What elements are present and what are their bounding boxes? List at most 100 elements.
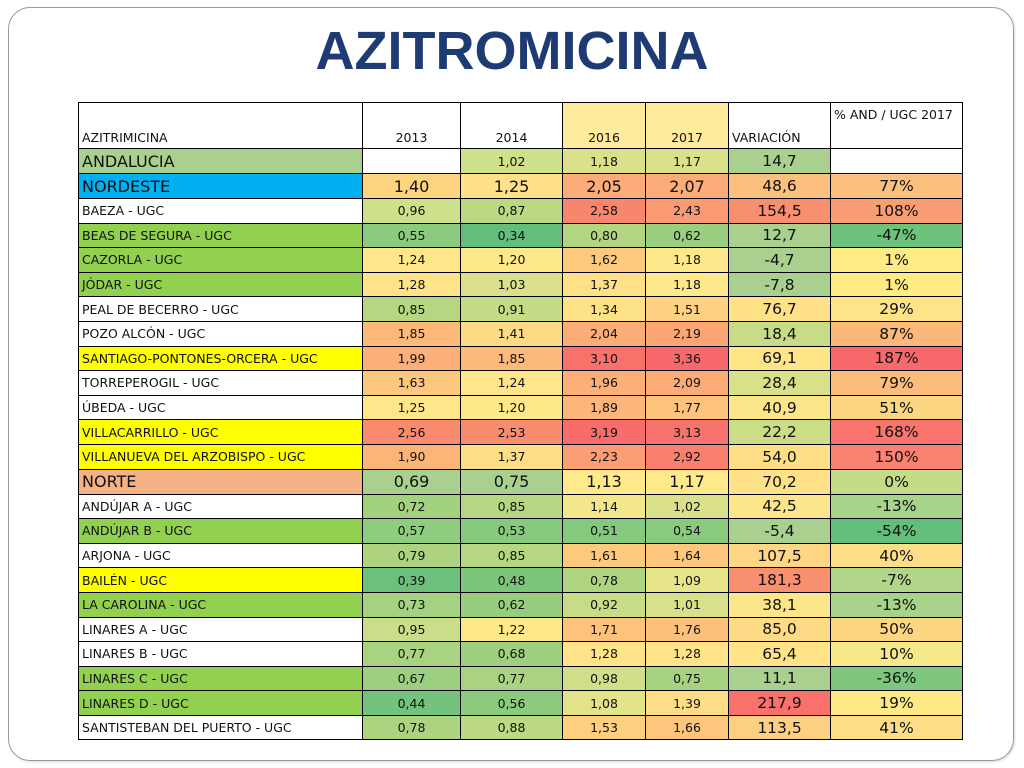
row-label: VILLACARRILLO - UGC <box>78 419 363 445</box>
slide-frame <box>8 7 1014 761</box>
table-row: BAILÉN - UGC 0,39 0,48 0,78 1,09 181,3 -7% <box>78 567 963 593</box>
cell-pct: 77% <box>830 173 963 199</box>
row-label: BAEZA - UGC <box>78 198 363 224</box>
cell-var: -4,7 <box>728 247 831 273</box>
row-label: LINARES B - UGC <box>78 641 363 667</box>
row-label: CAZORLA - UGC <box>78 247 363 273</box>
cell-y2017: 1,66 <box>645 714 729 741</box>
cell-y2016: 0,92 <box>562 591 646 618</box>
cell-y2016: 1,37 <box>562 271 646 298</box>
cell-pct: 0% <box>830 468 963 495</box>
table-row: CAZORLA - UGC 1,24 1,20 1,62 1,18 -4,7 1% <box>78 247 963 273</box>
header-2016: 2016 <box>562 102 646 149</box>
cell-var: 107,5 <box>728 542 831 569</box>
cell-pct: -47% <box>830 222 963 249</box>
header-pct: % AND / UGC 2017 <box>830 102 963 149</box>
cell-y2016: 2,23 <box>562 443 646 470</box>
cell-y2016: 1,89 <box>562 394 646 421</box>
cell-var: 76,7 <box>728 296 831 322</box>
region-row: NORDESTE 1,40 1,25 2,05 2,07 48,6 77% <box>78 173 963 199</box>
table-row: JÓDAR - UGC 1,28 1,03 1,37 1,18 -7,8 1% <box>78 271 963 298</box>
cell-var: 40,9 <box>728 394 831 421</box>
table-row: LINARES A - UGC 0,95 1,22 1,71 1,76 85,0 50% <box>78 616 963 643</box>
row-label: LINARES C - UGC <box>78 665 363 692</box>
cell-y2014: 1,85 <box>460 345 563 372</box>
cell-var: 70,2 <box>728 468 831 495</box>
cell-y2014: 1,37 <box>460 443 563 470</box>
cell-var: 18,4 <box>728 320 831 347</box>
cell-var: 181,3 <box>728 567 831 593</box>
cell-var: 22,2 <box>728 419 831 445</box>
cell-y2014: 0,87 <box>460 198 563 224</box>
cell-var: 217,9 <box>728 690 831 716</box>
cell-y2017: 3,36 <box>645 345 729 372</box>
cell-pct: 1% <box>830 271 963 298</box>
cell-pct: 168% <box>830 419 963 445</box>
cell-y2017: 1,02 <box>645 493 729 520</box>
cell-y2013: 0,78 <box>362 714 461 741</box>
cell-y2013 <box>362 148 461 174</box>
row-label: ANDÚJAR A - UGC <box>78 493 363 520</box>
cell-y2016: 1,62 <box>562 247 646 273</box>
header-2013: 2013 <box>362 102 461 149</box>
cell-y2013: 0,85 <box>362 296 461 322</box>
data-table: AZITRIMICINA 2013 2014 2016 2017 VARIACI… <box>78 102 963 741</box>
cell-y2013: 1,40 <box>362 173 461 199</box>
row-label: LA CAROLINA - UGC <box>78 591 363 618</box>
cell-pct: 10% <box>830 641 963 667</box>
cell-y2017: 1,09 <box>645 567 729 593</box>
table-row: VILLACARRILLO - UGC 2,56 2,53 3,19 3,13 22,2 1… <box>78 419 963 445</box>
cell-y2017: 1,01 <box>645 591 729 618</box>
table-row: LINARES D - UGC 0,44 0,56 1,08 1,39 217,9 19% <box>78 690 963 716</box>
cell-y2013: 1,24 <box>362 247 461 273</box>
cell-pct: 187% <box>830 345 963 372</box>
table-row: LA CAROLINA - UGC 0,73 0,62 0,92 1,01 38,1 -13… <box>78 591 963 618</box>
cell-pct: -13% <box>830 493 963 520</box>
cell-pct: 19% <box>830 690 963 716</box>
cell-pct: -13% <box>830 591 963 618</box>
cell-var: -5,4 <box>728 518 831 544</box>
cell-y2014: 1,20 <box>460 394 563 421</box>
row-label: NORDESTE <box>78 173 363 199</box>
cell-y2016: 1,13 <box>562 468 646 495</box>
table-row: BEAS DE SEGURA - UGC 0,55 0,34 0,80 0,62 12,7… <box>78 222 963 249</box>
cell-var: 48,6 <box>728 173 831 199</box>
cell-y2013: 0,79 <box>362 542 461 569</box>
cell-y2017: 0,54 <box>645 518 729 544</box>
cell-y2013: 0,95 <box>362 616 461 643</box>
cell-y2016: 2,58 <box>562 198 646 224</box>
cell-pct: 29% <box>830 296 963 322</box>
table-row: BAEZA - UGC 0,96 0,87 2,58 2,43 154,5 108% <box>78 198 963 224</box>
cell-y2013: 0,57 <box>362 518 461 544</box>
cell-y2016: 2,05 <box>562 173 646 199</box>
cell-pct: -7% <box>830 567 963 593</box>
cell-y2014: 0,91 <box>460 296 563 322</box>
cell-y2016: 3,10 <box>562 345 646 372</box>
cell-y2017: 1,28 <box>645 641 729 667</box>
cell-pct: 40% <box>830 542 963 569</box>
cell-y2013: 1,99 <box>362 345 461 372</box>
cell-var: 65,4 <box>728 641 831 667</box>
cell-var: 28,4 <box>728 370 831 396</box>
cell-var: 85,0 <box>728 616 831 643</box>
row-label: ANDALUCIA <box>78 148 363 174</box>
cell-y2014: 0,62 <box>460 591 563 618</box>
cell-y2013: 0,55 <box>362 222 461 249</box>
cell-y2017: 0,62 <box>645 222 729 249</box>
cell-y2013: 0,72 <box>362 493 461 520</box>
table-row: ANDÚJAR A - UGC 0,72 0,85 1,14 1,02 42,5 -13% <box>78 493 963 520</box>
cell-pct: -54% <box>830 518 963 544</box>
cell-y2014: 0,75 <box>460 468 563 495</box>
cell-var: -7,8 <box>728 271 831 298</box>
cell-y2017: 1,18 <box>645 247 729 273</box>
cell-y2017: 0,75 <box>645 665 729 692</box>
cell-y2017: 2,07 <box>645 173 729 199</box>
row-label: BAILÉN - UGC <box>78 567 363 593</box>
cell-pct: 87% <box>830 320 963 347</box>
header-name: AZITRIMICINA <box>78 102 363 149</box>
table-row: LINARES C - UGC 0,67 0,77 0,98 0,75 11,1 -36% <box>78 665 963 692</box>
cell-y2013: 0,96 <box>362 198 461 224</box>
header-2017: 2017 <box>645 102 729 149</box>
cell-y2014: 1,03 <box>460 271 563 298</box>
cell-y2013: 0,73 <box>362 591 461 618</box>
